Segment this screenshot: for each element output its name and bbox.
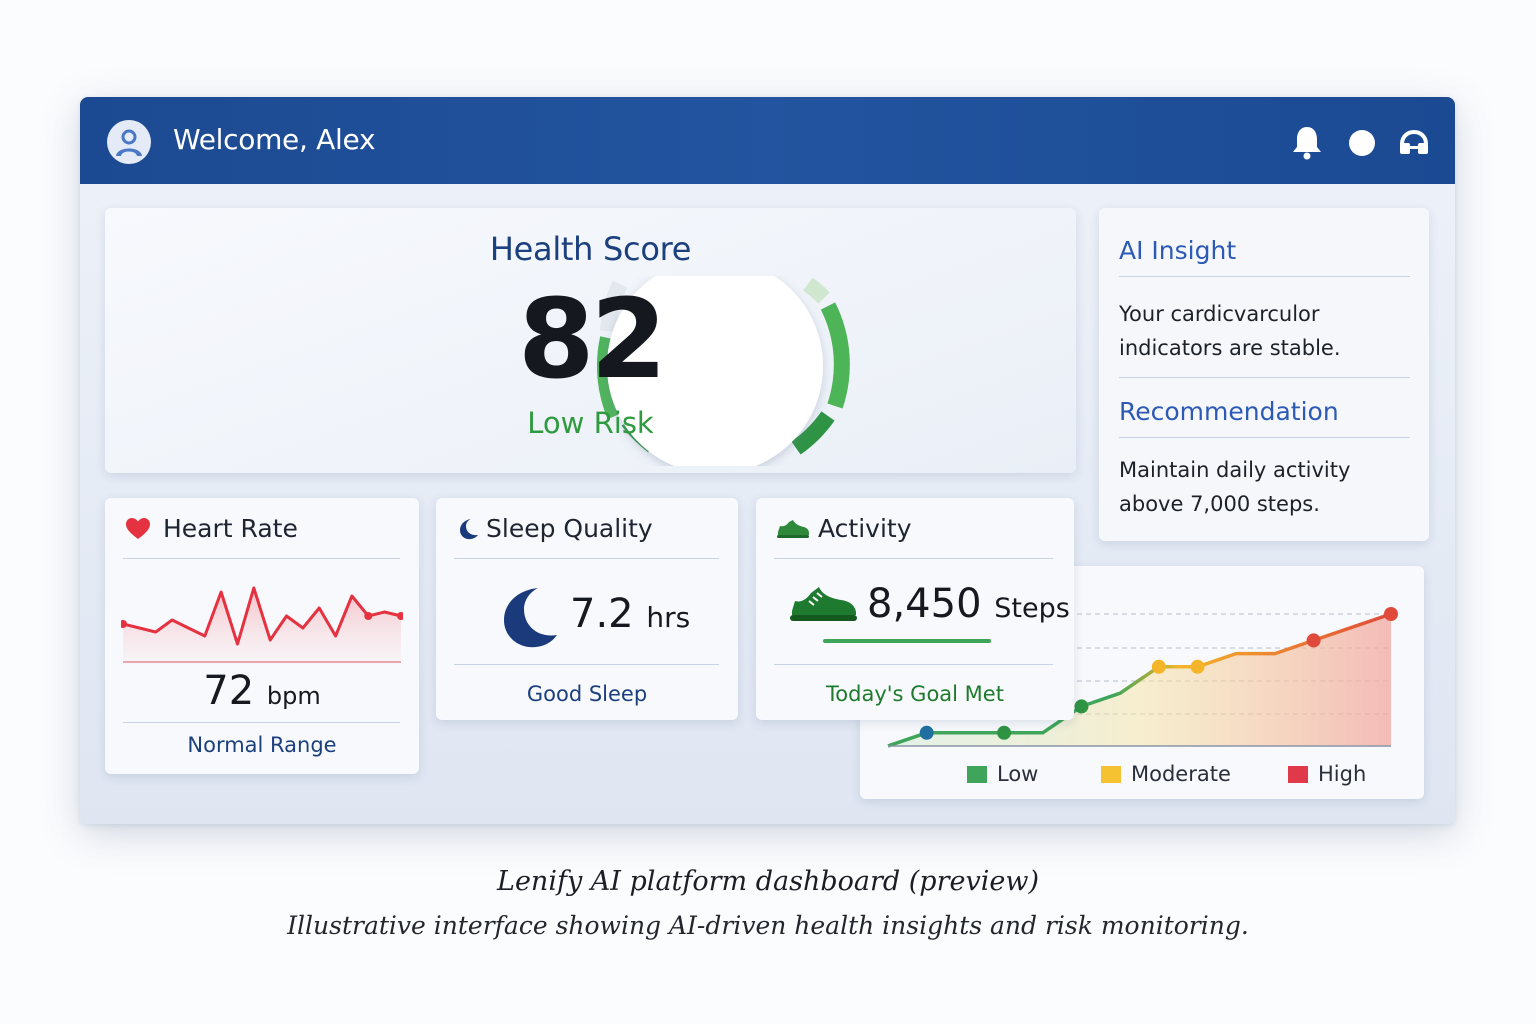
activity-card[interactable]: Activity 8,450 Steps Today's Goal Met	[756, 498, 1074, 720]
sparkline-point	[121, 620, 127, 628]
health-score-gauge	[596, 276, 850, 466]
activity-reading: 8,450 Steps	[867, 581, 1070, 627]
sleep-unit: hrs	[646, 601, 691, 634]
legend-low-swatch	[967, 765, 987, 783]
caption-title: Lenify AI platform dashboard (preview)	[497, 866, 1039, 897]
sleep-quality-card[interactable]: Sleep Quality 7.2 hrs Good Sleep	[436, 498, 738, 720]
heart-rate-value: 72	[203, 668, 255, 714]
sparkline-line	[122, 586, 402, 646]
moon-large-icon	[504, 588, 557, 648]
trend-point	[1151, 659, 1166, 674]
trend-point	[1306, 633, 1321, 648]
trend-point	[997, 725, 1012, 740]
legend-low-label: Low	[997, 762, 1039, 786]
top-bar: Welcome, Alex	[80, 97, 1455, 184]
health-score-card: Health Score 82 Low Risk	[105, 208, 1076, 473]
divider	[123, 722, 400, 723]
heart-rate-header: Heart Rate	[125, 514, 298, 543]
ai-insight-text: Your cardicvarculor indicators are stabl…	[1119, 302, 1341, 360]
status-dot-icon[interactable]	[1348, 129, 1376, 161]
sparkline-point	[364, 612, 373, 620]
sparkline-point	[397, 612, 403, 620]
divider	[454, 558, 719, 559]
heart-rate-reading: 72 bpm	[105, 668, 419, 714]
risk-label: Low Risk	[527, 406, 654, 440]
sleep-quality-title: Sleep Quality	[486, 514, 653, 543]
heart-rate-title: Heart Rate	[163, 514, 298, 543]
divider	[774, 664, 1053, 665]
activity-status: Today's Goal Met	[826, 682, 1004, 706]
legend-low: Low	[967, 762, 1038, 786]
activity-unit: Steps	[994, 593, 1070, 624]
dashboard-window: Welcome, Alex Health Score	[80, 97, 1455, 824]
caption-subtitle: Illustrative interface showing AI-driven…	[287, 911, 1249, 940]
sleep-reading: 7.2 hrs	[570, 591, 690, 637]
sleep-quality-header: Sleep Quality	[456, 514, 653, 543]
sleep-value: 7.2	[570, 591, 634, 637]
activity-title: Activity	[818, 514, 912, 543]
ai-insight-card: AI Insight Your cardicvarculor indicator…	[1099, 208, 1429, 541]
sleep-status: Good Sleep	[526, 682, 648, 706]
sparkline-area	[123, 588, 401, 662]
legend-moderate-label: Moderate	[1131, 762, 1231, 786]
recommendation-title: Recommendation	[1119, 397, 1339, 426]
health-score-title: Health Score	[489, 230, 692, 268]
recommendation-text: Maintain daily activity above 7,000 step…	[1119, 458, 1351, 516]
legend-high-swatch	[1288, 765, 1308, 783]
divider	[774, 558, 1053, 559]
divider	[1119, 276, 1410, 277]
legend-moderate-swatch	[1101, 765, 1121, 783]
welcome-text: Welcome, Alex	[173, 123, 376, 156]
activity-header: Activity	[776, 514, 912, 543]
divider	[123, 558, 400, 559]
divider	[454, 664, 719, 665]
heart-rate-sparkline	[121, 586, 403, 663]
headset-icon[interactable]	[1398, 129, 1430, 160]
heart-rate-card[interactable]: Heart Rate 72 bpm Normal Range	[105, 498, 419, 774]
legend-high: High	[1288, 762, 1366, 786]
user-avatar[interactable]	[107, 120, 151, 164]
trend-point	[1190, 659, 1205, 674]
health-score-value: 82	[517, 275, 667, 403]
legend-high-label: High	[1318, 762, 1367, 786]
divider	[1119, 377, 1410, 378]
goal-progress-bar	[823, 639, 991, 643]
moon-icon	[460, 518, 478, 539]
heart-icon	[126, 517, 150, 539]
trend-point	[919, 725, 934, 740]
divider	[1119, 437, 1410, 438]
ai-insight-title: AI Insight	[1119, 236, 1237, 265]
legend-moderate: Moderate	[1101, 762, 1231, 786]
activity-value: 8,450	[867, 581, 982, 627]
shoe-icon	[777, 519, 809, 538]
trend-point	[1384, 607, 1398, 621]
heart-rate-status: Normal Range	[187, 733, 337, 757]
running-shoe-icon	[790, 587, 857, 621]
trend-point	[1074, 699, 1089, 714]
bell-icon[interactable]	[1291, 125, 1323, 165]
heart-rate-unit: bpm	[266, 682, 321, 710]
